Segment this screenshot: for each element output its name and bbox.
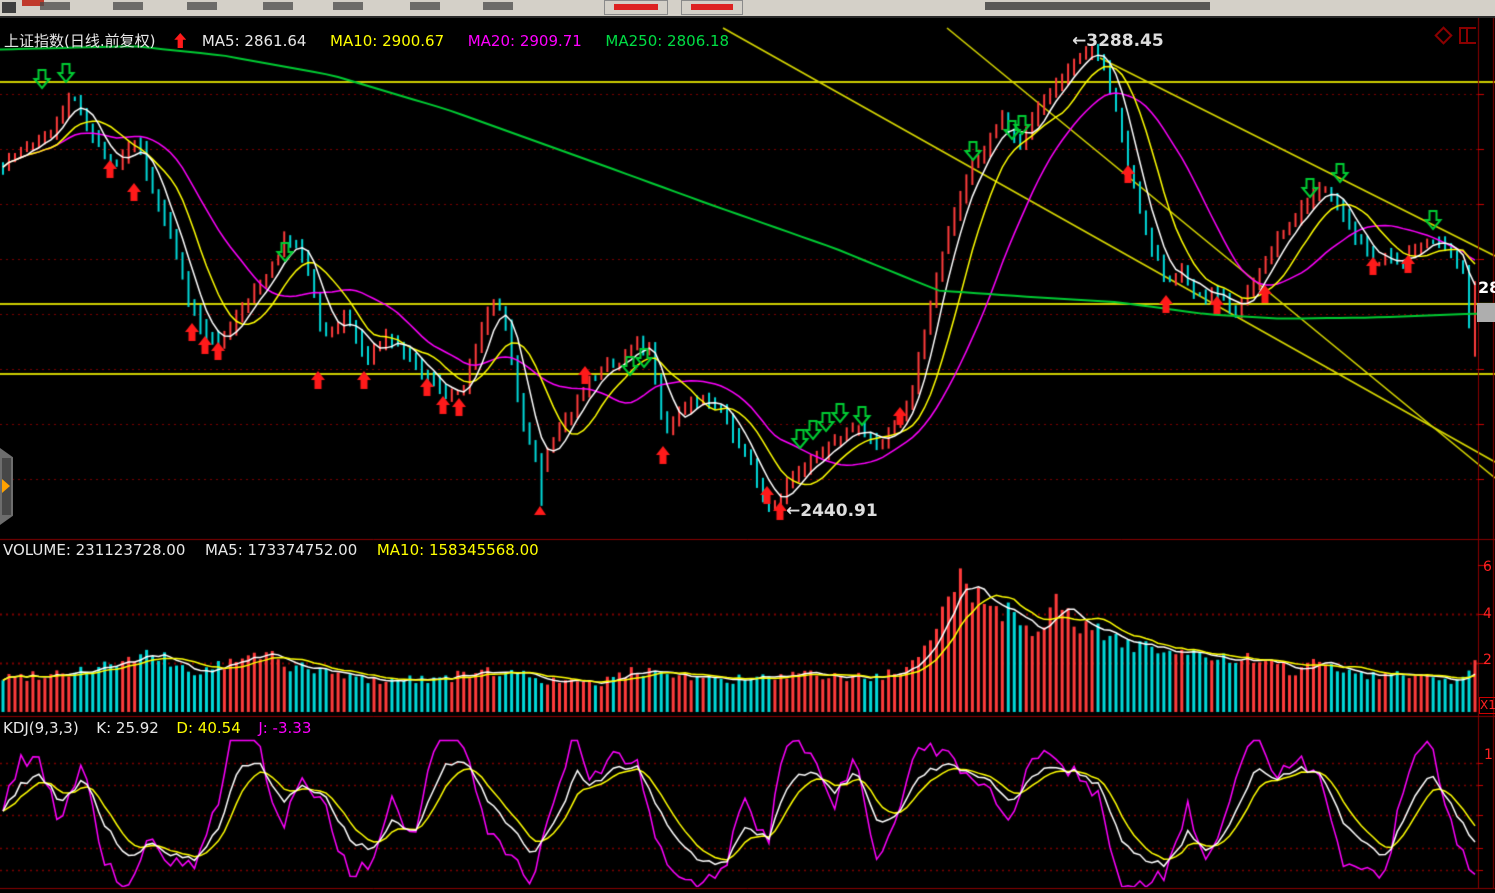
kdj-d-label: D: 40.54 (176, 719, 241, 737)
kdj-axis-tick: 1 (1484, 747, 1493, 763)
expand-arrow-icon (2, 479, 10, 493)
kdj-j-label: J: -3.33 (258, 719, 312, 737)
kdj-params-label: KDJ(9,3,3) (3, 719, 79, 737)
kdj-indicator-row: KDJ(9,3,3) K: 25.92 D: 40.54 J: -3.33 (3, 719, 311, 737)
menu-item[interactable] (333, 2, 363, 10)
system-menu-icon[interactable] (2, 2, 16, 13)
grid-layout-icon[interactable] (1459, 27, 1476, 44)
x-zoom-button[interactable]: X1 (1479, 697, 1495, 714)
symbol-title: 上证指数(日线.前复权) (4, 32, 156, 50)
app-icon (22, 0, 44, 6)
menu-item[interactable] (263, 2, 293, 10)
volume-label: VOLUME: 231123728.00 (3, 541, 186, 559)
volume-axis-tick-4: 4 (1483, 606, 1492, 622)
signal-up-arrow-icon (174, 33, 187, 48)
hot-button-2[interactable] (681, 0, 743, 15)
menu-item[interactable] (483, 2, 513, 10)
volume-axis-tick-6: 6 (1483, 559, 1492, 575)
panel-expand-handle[interactable] (0, 448, 13, 525)
hot-button-1[interactable] (604, 0, 668, 15)
last-price-label: 28 (1478, 278, 1495, 297)
menu-item[interactable] (113, 2, 143, 10)
menu-item[interactable] (187, 2, 217, 10)
price-tag (1477, 303, 1495, 322)
volume-ma10-label: MA10: 158345568.00 (376, 541, 539, 559)
low-annotation: ←2440.91 (786, 501, 878, 521)
ma5-label: MA5: 2861.64 (201, 32, 307, 50)
ma250-label: MA250: 2806.18 (605, 32, 730, 50)
volume-ma5-label: MA5: 173374752.00 (204, 541, 358, 559)
menubar (0, 0, 1495, 18)
kdj-k-label: K: 25.92 (96, 719, 159, 737)
menubar-status-text (985, 2, 1210, 10)
volume-axis-tick-2: 2 (1483, 652, 1492, 668)
ma20-label: MA20: 2909.71 (467, 32, 582, 50)
ma10-label: MA10: 2900.67 (330, 32, 445, 50)
menu-item[interactable] (40, 2, 70, 10)
menu-item[interactable] (410, 2, 440, 10)
high-annotation: ←3288.45 (1072, 31, 1164, 51)
volume-indicator-row: VOLUME: 231123728.00 MA5: 173374752.00 M… (3, 541, 539, 559)
main-indicator-row: 上证指数(日线.前复权) MA5: 2861.64 MA10: 2900.67 … (4, 30, 729, 51)
